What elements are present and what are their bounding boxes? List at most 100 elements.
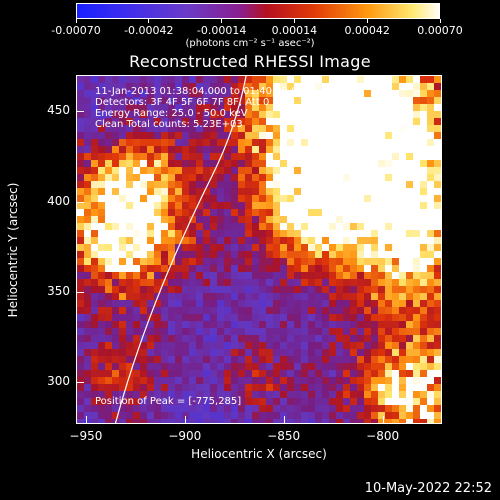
heatmap-cell	[217, 97, 224, 104]
heatmap-cell	[378, 370, 385, 377]
heatmap-cell	[133, 307, 140, 314]
heatmap-cell	[154, 237, 161, 244]
heatmap-cell	[357, 307, 364, 314]
colorbar	[76, 3, 440, 19]
heatmap-cell	[427, 202, 434, 209]
heatmap-cell	[280, 90, 287, 97]
heatmap-cell	[434, 167, 441, 174]
heatmap-cell	[84, 286, 91, 293]
heatmap-cell	[392, 328, 399, 335]
heatmap-cell	[322, 377, 329, 384]
heatmap-cell	[105, 328, 112, 335]
heatmap-cell	[315, 195, 322, 202]
heatmap-cell	[217, 391, 224, 398]
heatmap-cell	[441, 405, 442, 412]
heatmap-cell	[105, 209, 112, 216]
heatmap-cell	[357, 342, 364, 349]
heatmap-cell	[329, 300, 336, 307]
heatmap-cell	[301, 188, 308, 195]
heatmap-cell	[224, 321, 231, 328]
heatmap-cell	[399, 419, 406, 423]
heatmap-cell	[287, 167, 294, 174]
heatmap-cell	[133, 237, 140, 244]
heatmap-cell	[322, 188, 329, 195]
heatmap-cell	[287, 328, 294, 335]
heatmap-cell	[301, 244, 308, 251]
heatmap-cell	[224, 195, 231, 202]
heatmap-cell	[378, 293, 385, 300]
x-tick	[85, 416, 87, 424]
heatmap-cell	[119, 125, 126, 132]
heatmap-cell	[399, 314, 406, 321]
heatmap-cell	[364, 153, 371, 160]
heatmap-cell	[287, 125, 294, 132]
heatmap-cell	[343, 279, 350, 286]
heatmap-cell	[84, 349, 91, 356]
heatmap-cell	[154, 139, 161, 146]
heatmap-cell	[182, 202, 189, 209]
heatmap-cell	[420, 251, 427, 258]
heatmap-cell	[126, 244, 133, 251]
heatmap-cell	[105, 412, 112, 419]
heatmap-cell	[322, 237, 329, 244]
heatmap-cell	[203, 202, 210, 209]
heatmap-cell	[112, 293, 119, 300]
heatmap-cell	[245, 132, 252, 139]
heatmap-cell	[119, 139, 126, 146]
heatmap-cell	[84, 160, 91, 167]
heatmap-cell	[91, 160, 98, 167]
heatmap-cell	[77, 139, 84, 146]
heatmap-cell	[343, 251, 350, 258]
heatmap-cell	[105, 146, 112, 153]
heatmap-cell	[154, 307, 161, 314]
heatmap-cell	[105, 300, 112, 307]
heatmap-cell	[294, 230, 301, 237]
heatmap-cell	[196, 265, 203, 272]
heatmap-cell	[259, 139, 266, 146]
heatmap-cell	[182, 377, 189, 384]
heatmap-cell	[133, 244, 140, 251]
heatmap-cell	[427, 398, 434, 405]
heatmap-cell	[77, 188, 84, 195]
heatmap-cell	[392, 90, 399, 97]
heatmap-cell	[308, 377, 315, 384]
heatmap-cell	[392, 405, 399, 412]
heatmap-cell	[196, 405, 203, 412]
heatmap-cell	[350, 272, 357, 279]
heatmap-cell	[224, 118, 231, 125]
heatmap-cell	[105, 202, 112, 209]
heatmap-cell	[98, 293, 105, 300]
heatmap-cell	[364, 167, 371, 174]
heatmap-cell	[420, 132, 427, 139]
heatmap-cell	[308, 244, 315, 251]
y-tick-label: 450	[47, 103, 70, 118]
heatmap-cell	[280, 174, 287, 181]
heatmap-cell	[147, 314, 154, 321]
heatmap-cell	[168, 125, 175, 132]
heatmap-cell	[266, 132, 273, 139]
heatmap-cell	[336, 300, 343, 307]
heatmap-cell	[441, 244, 442, 251]
heatmap-cell	[378, 209, 385, 216]
heatmap-cell	[385, 104, 392, 111]
heatmap-cell	[98, 363, 105, 370]
heatmap-cell	[266, 230, 273, 237]
heatmap-cell	[91, 363, 98, 370]
heatmap-cell	[308, 286, 315, 293]
heatmap-cell	[245, 118, 252, 125]
heatmap-cell	[196, 195, 203, 202]
heatmap-cell	[378, 412, 385, 419]
heatmap-cell	[126, 230, 133, 237]
heatmap-cell	[175, 76, 182, 83]
heatmap-cell	[126, 412, 133, 419]
heatmap-cell	[434, 188, 441, 195]
heatmap-cell	[175, 139, 182, 146]
heatmap-cell	[385, 258, 392, 265]
heatmap-cell	[224, 174, 231, 181]
heatmap-cell	[133, 300, 140, 307]
heatmap-cell	[329, 258, 336, 265]
heatmap-cell	[84, 139, 91, 146]
heatmap-cell	[217, 90, 224, 97]
heatmap-cell	[105, 258, 112, 265]
heatmap-cell	[147, 223, 154, 230]
